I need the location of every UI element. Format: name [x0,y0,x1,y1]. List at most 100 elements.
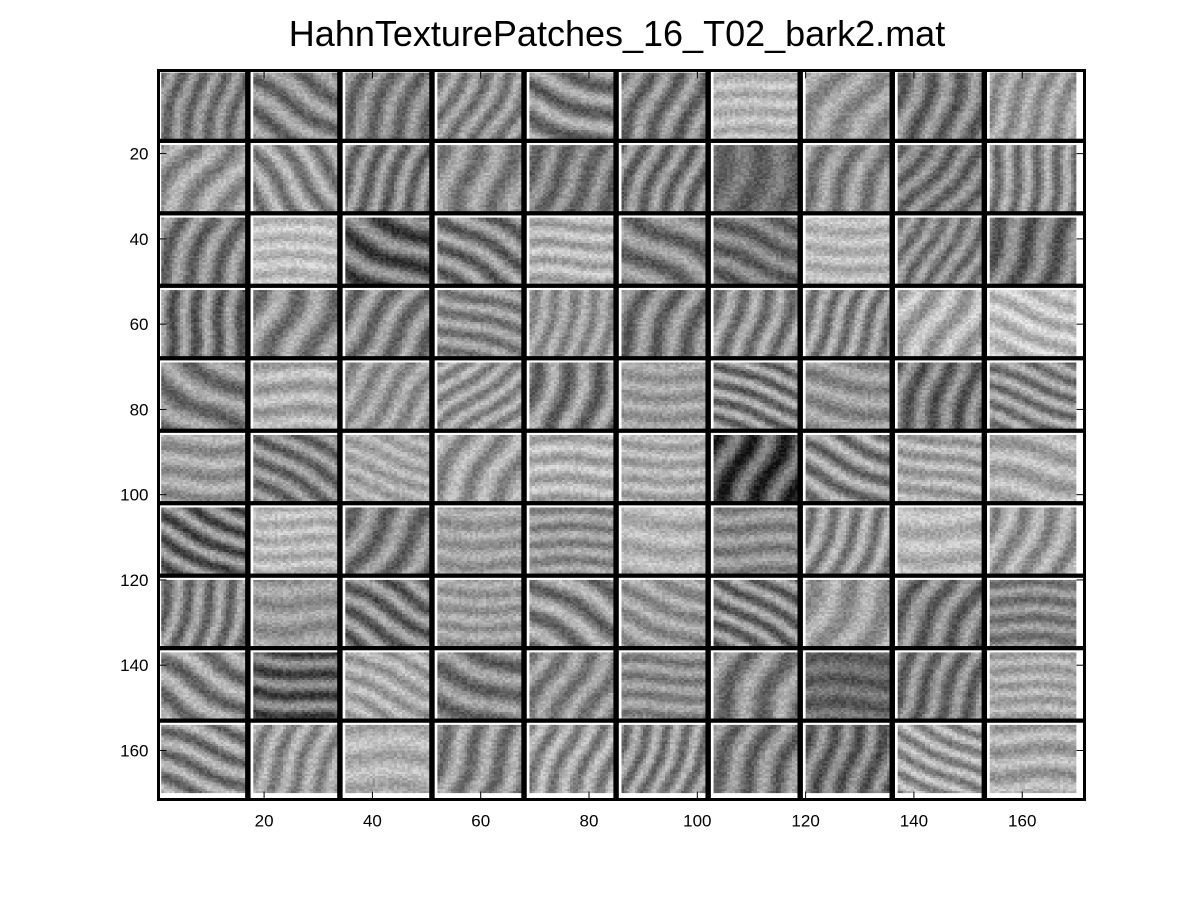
texture-patch [897,652,985,721]
y-axis: 20 40 60 80 100 120 140 160 [120,145,1085,760]
texture-patch [805,507,893,576]
texture-patch [345,217,432,286]
texture-patch [989,362,1077,431]
texture-patch [989,435,1077,504]
texture-patch [529,290,617,359]
texture-patch [345,362,432,431]
y-tick-label: 80 [130,400,149,419]
vertical-separator [889,70,895,800]
texture-patch [161,145,248,214]
texture-patch [345,724,432,794]
texture-patch [805,290,893,359]
texture-patch [437,145,525,214]
x-tick-label: 80 [580,812,599,831]
vertical-separator [613,70,619,800]
texture-patch [713,217,801,286]
texture-patch [345,507,432,576]
horizontal-separator [158,356,1085,361]
axes-frame [157,69,1086,801]
x-tick-label: 100 [683,812,711,831]
horizontal-separator [158,211,1085,216]
texture-patch [529,652,617,721]
texture-patch [253,652,340,721]
y-tick-label: 20 [130,145,149,164]
texture-patch [345,579,432,649]
y-tick-label: 160 [120,741,148,760]
texture-patch [805,362,893,431]
texture-patch [345,72,432,141]
texture-patch [345,290,432,359]
texture-patch [621,145,709,214]
texture-patch [897,72,985,141]
texture-patch [713,290,801,359]
texture-patch [437,579,525,649]
texture-patch [713,579,801,649]
texture-patch [161,290,248,359]
texture-patch [897,145,985,214]
horizontal-separator [158,428,1085,433]
texture-patch [989,290,1077,359]
texture-patch [529,579,617,649]
x-tick-label: 120 [791,812,819,831]
vertical-separator [797,70,803,800]
texture-patch [437,72,525,141]
horizontal-separator [158,646,1085,651]
patch-separators [158,70,1085,800]
texture-patch [897,362,985,431]
texture-patch [529,362,617,431]
texture-patch [253,507,340,576]
texture-patch [437,435,525,504]
vertical-separator [337,70,343,800]
texture-patch [989,724,1077,794]
texture-patch [437,290,525,359]
texture-patch [253,724,340,794]
x-tick-label: 20 [255,812,274,831]
texture-patch [621,579,709,649]
horizontal-separator [158,501,1085,506]
x-axis: 20 40 60 80 100 120 140 160 [255,70,1036,831]
texture-patch [529,507,617,576]
texture-patch [621,217,709,286]
texture-patch [713,724,801,794]
texture-patch [989,579,1077,649]
texture-patch [161,507,248,576]
texture-patch [253,579,340,649]
texture-patch [161,72,248,141]
texture-patch [437,652,525,721]
plot-area [157,69,1086,801]
texture-patch [621,652,709,721]
texture-patch [989,145,1077,214]
vertical-separator [429,70,435,800]
texture-patch [713,652,801,721]
texture-patch [989,507,1077,576]
texture-patch [345,145,432,214]
x-tick-label: 140 [900,812,928,831]
texture-patch [805,724,893,794]
horizontal-separator [158,138,1085,143]
texture-patch [897,290,985,359]
texture-patch [161,652,248,721]
texture-patch [161,579,248,649]
texture-patch [989,652,1077,721]
texture-patch [805,652,893,721]
texture-patch [253,217,340,286]
texture-patch [437,362,525,431]
vertical-separator [705,70,711,800]
texture-patch [161,724,248,794]
texture-patch [437,507,525,576]
horizontal-separator [158,718,1085,723]
x-tick-label: 40 [363,812,382,831]
texture-patch [161,362,248,431]
patches-layer [161,72,1077,794]
x-tick-label: 160 [1008,812,1036,831]
texture-patch [897,579,985,649]
texture-patch [529,217,617,286]
x-tick-label: 60 [471,812,490,831]
vertical-separator [981,70,988,800]
texture-patch [437,217,525,286]
texture-patch [529,435,617,504]
texture-patch [713,507,801,576]
vertical-separator [521,70,527,800]
y-tick-label: 40 [130,230,149,249]
